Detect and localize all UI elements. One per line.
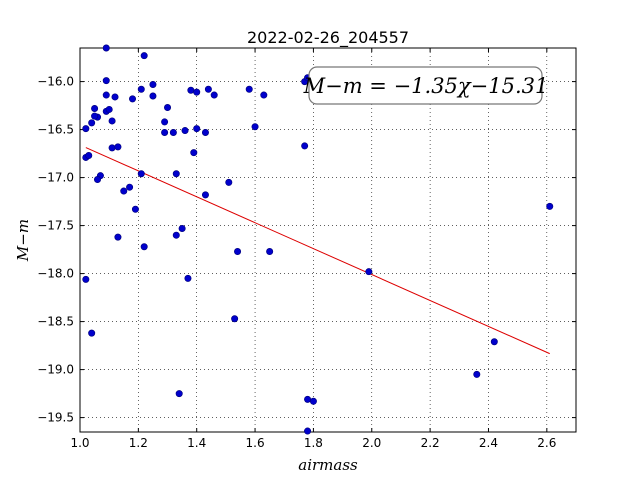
data-point bbox=[201, 128, 209, 136]
data-point bbox=[178, 224, 186, 232]
data-point bbox=[88, 119, 96, 127]
x-tick-label: 1.6 bbox=[246, 436, 265, 450]
x-axis-label: airmass bbox=[298, 456, 358, 474]
data-point bbox=[245, 85, 253, 93]
data-point bbox=[85, 152, 93, 160]
data-point bbox=[111, 93, 119, 101]
y-tick-label: −18.5 bbox=[37, 315, 74, 329]
data-point bbox=[193, 88, 201, 96]
data-point bbox=[260, 91, 268, 99]
data-point bbox=[129, 95, 137, 103]
fit-line-group bbox=[85, 147, 550, 355]
x-tick-label: 2.6 bbox=[537, 436, 556, 450]
data-point bbox=[108, 144, 116, 152]
data-point bbox=[102, 44, 110, 52]
data-point bbox=[473, 370, 481, 378]
data-point bbox=[149, 92, 157, 100]
data-point bbox=[140, 243, 148, 251]
data-point bbox=[225, 178, 233, 186]
data-point bbox=[204, 85, 212, 93]
data-point bbox=[201, 191, 209, 199]
data-point bbox=[181, 127, 189, 135]
data-point bbox=[304, 395, 312, 403]
y-tick-label: −19.5 bbox=[37, 411, 74, 425]
data-point bbox=[301, 142, 309, 150]
annotation-box bbox=[308, 66, 543, 105]
x-tick-label: 1.2 bbox=[129, 436, 148, 450]
data-point bbox=[161, 128, 169, 136]
y-tick-label: −16.0 bbox=[37, 75, 74, 89]
data-point bbox=[234, 248, 242, 256]
data-point bbox=[82, 275, 90, 283]
data-point bbox=[266, 248, 274, 256]
data-point bbox=[184, 274, 192, 282]
data-point bbox=[82, 125, 90, 133]
data-point bbox=[231, 315, 239, 323]
x-tick-label: 1.8 bbox=[304, 436, 323, 450]
data-point bbox=[94, 176, 102, 184]
data-point bbox=[169, 128, 177, 136]
fit-equation-annotation: M−m = −1.35χ−15.31 bbox=[303, 66, 549, 105]
fit-line bbox=[85, 147, 550, 355]
data-points bbox=[82, 44, 554, 435]
x-tick-label: 1.0 bbox=[70, 436, 89, 450]
data-point bbox=[546, 202, 554, 210]
plot-area bbox=[79, 47, 577, 433]
data-point bbox=[114, 233, 122, 241]
data-point bbox=[126, 183, 134, 191]
data-point bbox=[102, 77, 110, 85]
data-point bbox=[304, 427, 312, 435]
data-point bbox=[105, 105, 113, 113]
data-point bbox=[190, 149, 198, 157]
data-point bbox=[193, 125, 201, 133]
x-tick-label: 2.4 bbox=[479, 436, 498, 450]
data-point bbox=[490, 338, 498, 346]
y-axis-label: M−m bbox=[14, 219, 32, 262]
axis-ticks: 1.0 1.2 1.4 1.6 1.8 2.0 2.2 2.4 2.6 −16.0 −16.5 −17… bbox=[37, 48, 576, 450]
data-point bbox=[137, 170, 145, 178]
y-tick-label: −19.0 bbox=[37, 363, 74, 377]
y-tick-label: −18.0 bbox=[37, 267, 74, 281]
y-tick-label: −16.5 bbox=[37, 123, 74, 137]
data-point bbox=[108, 117, 116, 125]
data-point bbox=[172, 231, 180, 239]
chart-title: 2022-02-26_204557 bbox=[247, 28, 409, 48]
data-point bbox=[309, 397, 317, 405]
data-point bbox=[91, 104, 99, 112]
data-point bbox=[140, 52, 148, 60]
y-tick-label: −17.5 bbox=[37, 219, 74, 233]
data-point bbox=[114, 143, 122, 151]
data-point bbox=[120, 187, 128, 195]
data-point bbox=[172, 170, 180, 178]
x-tick-label: 2.2 bbox=[421, 436, 440, 450]
data-point bbox=[102, 91, 110, 99]
data-point bbox=[251, 123, 259, 131]
x-tick-label: 2.0 bbox=[362, 436, 381, 450]
data-point bbox=[149, 80, 157, 88]
data-point bbox=[131, 205, 139, 213]
data-point bbox=[91, 112, 99, 120]
data-point bbox=[187, 86, 195, 94]
annotation-text: M−m = −1.35χ−15.31 bbox=[303, 74, 549, 98]
data-point bbox=[210, 91, 218, 99]
data-point bbox=[161, 118, 169, 126]
data-point bbox=[365, 268, 373, 276]
grid-lines bbox=[80, 48, 576, 432]
data-point bbox=[164, 104, 172, 112]
y-tick-label: −17.0 bbox=[37, 171, 74, 185]
x-tick-label: 1.4 bbox=[187, 436, 206, 450]
data-point bbox=[88, 329, 96, 337]
data-point bbox=[137, 85, 145, 93]
data-point bbox=[175, 390, 183, 398]
